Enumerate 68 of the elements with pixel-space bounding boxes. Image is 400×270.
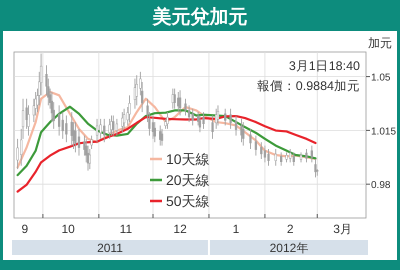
candlestick (249, 128, 252, 150)
candlestick (267, 148, 270, 166)
candlestick (74, 122, 77, 153)
legend-label: 10天線 (166, 151, 210, 167)
candlestick (65, 115, 68, 143)
legend-label: 20天線 (166, 172, 210, 188)
y-tick-label: 1.015 (371, 126, 396, 138)
candlestick (274, 148, 277, 166)
candlestick (174, 88, 176, 110)
candlestick (177, 92, 180, 113)
candlestick (103, 118, 106, 143)
candlestick (242, 122, 244, 146)
candlestick (240, 118, 243, 143)
candlestick (310, 145, 313, 163)
candlestick (160, 128, 164, 146)
candlestick (62, 112, 64, 140)
text: 2011 (97, 241, 124, 255)
candlestick (166, 112, 169, 130)
candlestick (305, 148, 308, 163)
candlestick (70, 112, 73, 146)
legend-label: 50天線 (166, 193, 210, 209)
candlestick (58, 104, 60, 136)
candlestick (112, 115, 114, 136)
candlestick (136, 74, 138, 106)
y-axis-title: 加元 (368, 36, 392, 50)
candlestick (264, 145, 266, 163)
x-tick-label: 2 (286, 222, 294, 236)
candlestick (188, 104, 190, 123)
text: 2012年 (270, 241, 308, 255)
x-tick-label: 12 (173, 222, 188, 236)
candlestick (285, 152, 288, 163)
y-tick-label: 0.98 (371, 180, 391, 192)
candlestick (292, 152, 295, 166)
candlestick (121, 112, 124, 133)
x-tick-label: 3月 (333, 222, 352, 236)
chart-title: 美元兌加元 (152, 6, 248, 28)
candlestick (260, 142, 262, 160)
candlestick (215, 108, 218, 130)
candlestick (224, 108, 226, 126)
candlestick (159, 125, 162, 146)
candlestick (96, 118, 98, 143)
x-tick-label: 10 (61, 222, 76, 236)
candlestick (134, 78, 136, 110)
x-tick-label: 11 (120, 222, 132, 236)
x-tick-label: 1 (232, 222, 240, 236)
candlestick (192, 108, 194, 126)
candlestick (234, 115, 238, 136)
candlestick (229, 108, 232, 130)
candlestick (198, 115, 202, 133)
candlestick (300, 152, 302, 163)
candlestick (88, 148, 91, 170)
y-tick-label: 1.05 (371, 72, 391, 84)
candlestick (254, 135, 258, 156)
x-tick-label: 9 (21, 222, 28, 236)
annotation: 報價：0.9884加元 (256, 79, 360, 93)
candlestick (289, 148, 292, 163)
candlestick (108, 118, 111, 140)
candlestick (116, 118, 118, 136)
candlestick (122, 108, 126, 130)
candlestick (178, 90, 182, 116)
annotation: 3月1日18:40 (288, 59, 360, 73)
candlestick (99, 118, 102, 140)
candlestick (202, 112, 205, 130)
candlestick (216, 104, 220, 126)
candlestick (280, 152, 282, 166)
candlestick (128, 94, 131, 123)
candlestick (16, 138, 19, 170)
candlestick (90, 135, 93, 150)
